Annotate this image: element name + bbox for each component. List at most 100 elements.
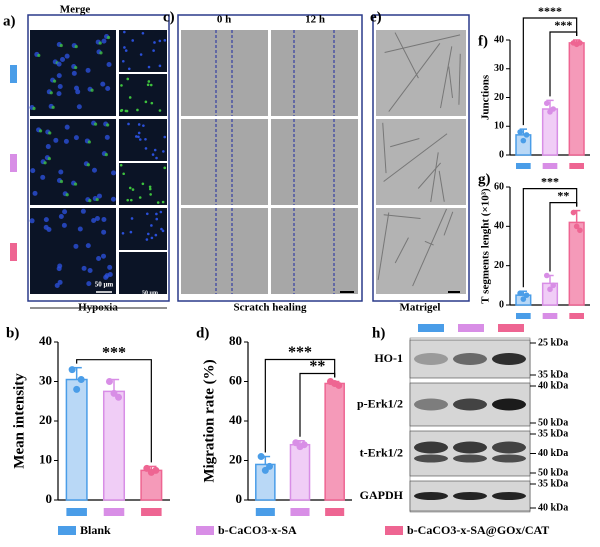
y-tick-label: 60 <box>229 372 242 387</box>
cell <box>145 238 149 241</box>
image <box>119 252 167 294</box>
cell <box>56 73 62 79</box>
image <box>181 208 268 294</box>
image <box>271 30 358 116</box>
cell <box>163 39 167 42</box>
cell <box>120 84 123 87</box>
y-tick-label: 20 <box>39 412 52 427</box>
y-tick-label: 10 <box>39 451 52 466</box>
cell <box>100 81 106 87</box>
panel-label: a) <box>3 13 16 29</box>
data-point <box>300 441 308 449</box>
cell <box>153 41 156 44</box>
cell <box>150 236 154 240</box>
y-tick-label: 40 <box>39 333 52 348</box>
cell <box>106 35 111 40</box>
cell <box>147 80 151 83</box>
y-tick-label: 40 <box>229 412 242 427</box>
cell <box>131 39 135 42</box>
data-point <box>115 393 123 401</box>
y-tick-label: 60 <box>494 181 504 192</box>
data-point <box>266 462 274 470</box>
cell <box>107 264 113 270</box>
cell <box>93 122 98 126</box>
cell <box>151 153 155 156</box>
cell <box>111 170 117 176</box>
cell <box>150 101 154 105</box>
significance-bracket <box>264 358 336 453</box>
y-axis-label: Migration rate (%) <box>201 359 217 482</box>
cell <box>87 140 91 144</box>
cell <box>73 243 79 249</box>
cell <box>56 266 62 272</box>
cell <box>101 253 107 259</box>
image <box>119 74 167 116</box>
cell <box>99 51 103 55</box>
cell <box>61 222 67 228</box>
cell <box>127 122 130 126</box>
legend-label: Blank <box>80 523 111 537</box>
cell <box>149 193 152 196</box>
cell <box>106 62 112 68</box>
cell <box>74 44 78 49</box>
cell <box>54 283 60 289</box>
cell <box>158 109 162 112</box>
cell <box>80 208 86 214</box>
legend-label: b-CaCO3-x-SA@GOx/CAT <box>407 523 549 537</box>
image <box>271 208 358 294</box>
image <box>376 119 466 205</box>
cell <box>101 229 107 235</box>
cell <box>87 268 93 274</box>
data-point <box>523 292 530 298</box>
legend-swatch <box>58 526 76 535</box>
data-point <box>143 464 151 472</box>
cell <box>56 91 62 97</box>
cell <box>91 167 97 173</box>
data-point <box>577 40 583 46</box>
y-tick-label: 30 <box>39 372 52 387</box>
cell <box>49 91 53 95</box>
side-swatch <box>10 65 17 83</box>
cell <box>129 230 133 234</box>
cell <box>141 182 145 186</box>
marker-label: 40 kDa <box>538 448 568 459</box>
side-swatch <box>10 154 17 172</box>
cell <box>135 135 138 138</box>
cell <box>148 187 152 191</box>
cell <box>144 137 147 141</box>
data-point <box>543 100 550 107</box>
cell <box>145 212 149 216</box>
cell <box>58 169 64 175</box>
panel-a-frame <box>27 14 170 302</box>
cell <box>63 138 69 144</box>
cell <box>142 124 145 127</box>
significance-label: ** <box>309 358 325 375</box>
cell <box>148 185 152 189</box>
cell <box>130 198 133 202</box>
marker-label: 50 kDa <box>538 417 568 428</box>
y-tick-label: 0 <box>499 149 504 160</box>
data-point <box>517 290 523 297</box>
cell <box>138 138 142 141</box>
y-tick-label: 80 <box>229 333 242 348</box>
lane-swatch <box>498 324 524 332</box>
tube <box>382 122 387 174</box>
panel-caption: Matrigel <box>400 302 441 314</box>
cell <box>128 96 132 99</box>
data-point <box>335 381 343 389</box>
tube <box>424 240 434 246</box>
category-swatch <box>542 163 558 169</box>
cell <box>137 131 141 135</box>
bar <box>568 42 585 156</box>
cell <box>130 217 134 220</box>
cell <box>85 67 91 73</box>
data-point <box>517 129 523 135</box>
cell <box>158 64 162 68</box>
cell <box>122 172 125 176</box>
cell <box>141 31 145 35</box>
cell <box>43 224 49 230</box>
cell <box>101 217 107 223</box>
y-tick-label: 30 <box>494 63 504 74</box>
band <box>414 454 448 463</box>
